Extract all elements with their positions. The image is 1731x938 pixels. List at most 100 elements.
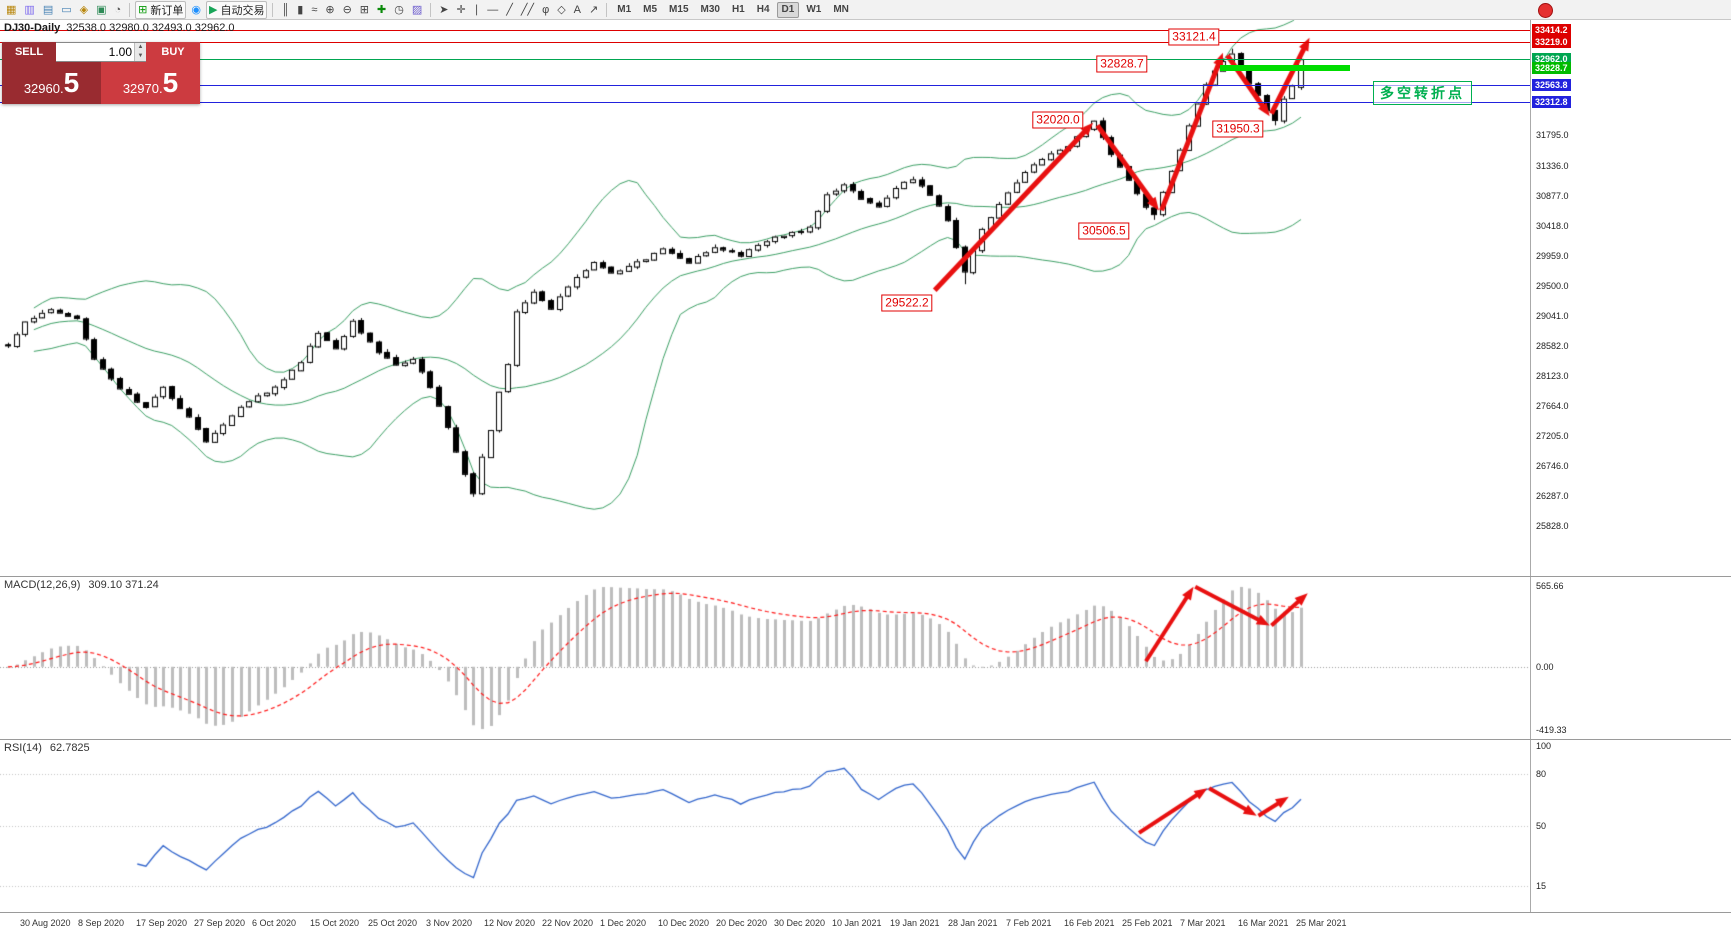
price-level-line[interactable]: [0, 42, 1530, 43]
indicators-button[interactable]: ✚: [374, 1, 389, 19]
new-chart-icon: ▦: [6, 3, 17, 16]
price-level-line[interactable]: [0, 30, 1530, 31]
symbol-label: DJ30-Daily: [4, 22, 61, 34]
price-tick: 31795.0: [1536, 130, 1569, 140]
tile-windows-button[interactable]: ⊞: [357, 1, 372, 19]
price-annotation[interactable]: 30506.5: [1078, 222, 1130, 240]
date-label: 30 Aug 2020: [20, 918, 71, 928]
price-annotation[interactable]: 32020.0: [1032, 111, 1084, 129]
date-label: 25 Oct 2020: [368, 918, 418, 928]
channel-icon: ╱╱: [520, 3, 535, 16]
line-chart-button[interactable]: ≈: [308, 1, 320, 19]
price-scale-box: 33219.0: [1532, 36, 1571, 48]
fibonacci-button[interactable]: φ: [539, 1, 552, 19]
bars-chart-button[interactable]: ║: [278, 1, 292, 19]
date-label: 30 Dec 2020: [774, 918, 826, 928]
timeframe-w1-button[interactable]: W1: [806, 3, 822, 15]
terminal-button[interactable]: ▣: [93, 1, 109, 19]
text-tool-icon: A: [573, 3, 582, 16]
timeframe-mn-button[interactable]: MN: [833, 3, 849, 15]
periods-button[interactable]: ◷: [391, 1, 407, 19]
buy-button[interactable]: BUY: [146, 42, 200, 62]
timeframe-m1-button[interactable]: M1: [617, 3, 632, 15]
notifications-icon[interactable]: [1538, 3, 1553, 18]
price-tick: 30877.0: [1536, 191, 1569, 201]
pane-separator[interactable]: [0, 739, 1731, 740]
turning-point-note[interactable]: 多空转折点: [1373, 81, 1472, 105]
ohlc-values: 32538.0 32980.0 32493.0 32962.0: [66, 22, 235, 34]
buy-price-main: 32970.: [122, 80, 163, 96]
new-order-label: 新订单: [150, 4, 184, 17]
cursor-icon: ➤: [439, 3, 449, 16]
price-scale[interactable]: 33414.2 33219.0 32962.0 32828.7 32563.8 32312…: [1530, 20, 1731, 576]
data-window-button[interactable]: ▭: [58, 1, 74, 19]
volume-input[interactable]: [56, 44, 134, 60]
rsi-scale[interactable]: 100 80 50 15: [1530, 740, 1731, 912]
timeframe-h1-button[interactable]: H1: [731, 3, 745, 15]
channel-button[interactable]: ╱╱: [518, 1, 537, 19]
macd-canvas[interactable]: [0, 577, 1530, 739]
toolbar-separator: [606, 2, 608, 17]
new-chart-button[interactable]: ▦: [3, 1, 19, 19]
price-scale-box: 32828.7: [1532, 62, 1571, 74]
navigator-button[interactable]: ◈: [77, 1, 91, 19]
market-watch-button[interactable]: ▤: [40, 1, 56, 19]
timeframe-h4-button[interactable]: H4: [756, 3, 770, 15]
zoom-out-button[interactable]: ⊖: [340, 1, 355, 19]
date-label: 17 Sep 2020: [136, 918, 188, 928]
pane-separator[interactable]: [0, 912, 1731, 913]
price-level-line[interactable]: [0, 102, 1530, 103]
main-chart-canvas[interactable]: [0, 20, 1530, 576]
price-annotation[interactable]: 31950.3: [1212, 120, 1264, 138]
candlestick-chart-icon: ▮: [297, 3, 304, 16]
new-order-button[interactable]: ⊞ 新订单: [135, 0, 187, 19]
zoom-in-button[interactable]: ⊕: [322, 1, 337, 19]
arrows-tool-button[interactable]: ↗: [586, 1, 601, 19]
sell-price[interactable]: 32960. 5: [2, 62, 101, 104]
timeframe-m30-button[interactable]: M30: [700, 3, 720, 15]
volume-box: ▲ ▼: [56, 42, 146, 62]
price-level-line[interactable]: [0, 59, 1530, 60]
price-tick: 25828.0: [1536, 521, 1569, 531]
macd-scale[interactable]: 565.66 0.00 -419.33: [1530, 577, 1731, 739]
price-annotation[interactable]: 29522.2: [881, 294, 933, 312]
buy-price[interactable]: 32970. 5: [101, 62, 200, 104]
price-level-line[interactable]: [0, 85, 1530, 86]
strategy-tester-button[interactable]: ◔: [112, 1, 125, 19]
rsi-canvas[interactable]: [0, 740, 1530, 912]
date-label: 25 Feb 2021: [1122, 918, 1173, 928]
support-line-segment[interactable]: [1220, 65, 1350, 71]
rsi-tick: 100: [1536, 741, 1552, 751]
crosshair-button[interactable]: ✛: [453, 1, 468, 19]
templates-button[interactable]: ▨: [409, 1, 425, 19]
price-annotation[interactable]: 33121.4: [1168, 28, 1220, 46]
price-tick: 29041.0: [1536, 311, 1569, 321]
timeframe-m5-button[interactable]: M5: [643, 3, 658, 15]
cursor-button[interactable]: ➤: [436, 1, 451, 19]
time-axis[interactable]: 30 Aug 2020 8 Sep 2020 17 Sep 2020 27 Sep 2…: [0, 913, 1731, 938]
pane-separator[interactable]: [0, 576, 1731, 577]
autotrading-button[interactable]: ▶ 自动交易: [205, 0, 268, 19]
volume-up-button[interactable]: ▲: [134, 43, 146, 52]
zoom-out-icon: ⊖: [342, 3, 352, 16]
trendline-button[interactable]: ╱: [503, 1, 516, 19]
date-label: 12 Nov 2020: [484, 918, 536, 928]
macd-tick: 565.66: [1536, 581, 1564, 591]
volume-down-button[interactable]: ▼: [134, 52, 146, 61]
timeframe-d1-button[interactable]: D1: [776, 1, 800, 18]
profiles-button[interactable]: ▥: [21, 1, 37, 19]
vertical-line-button[interactable]: ∣: [471, 1, 483, 19]
navigator-icon: ◈: [79, 3, 89, 16]
text-tool-button[interactable]: A: [571, 1, 584, 19]
shapes-button[interactable]: ◇: [554, 1, 568, 19]
date-label: 6 Oct 2020: [252, 918, 297, 928]
data-window-icon: ▭: [61, 3, 72, 16]
timeframe-m15-button[interactable]: M15: [669, 3, 689, 15]
templates-icon: ▨: [411, 3, 423, 16]
sell-button[interactable]: SELL: [2, 42, 56, 62]
community-button[interactable]: ◉: [188, 1, 204, 19]
horizontal-line-button[interactable]: ―: [484, 1, 501, 19]
candlestick-chart-button[interactable]: ▮: [294, 1, 306, 19]
price-annotation[interactable]: 32828.7: [1096, 55, 1148, 73]
price-tick: 29959.0: [1536, 251, 1569, 261]
